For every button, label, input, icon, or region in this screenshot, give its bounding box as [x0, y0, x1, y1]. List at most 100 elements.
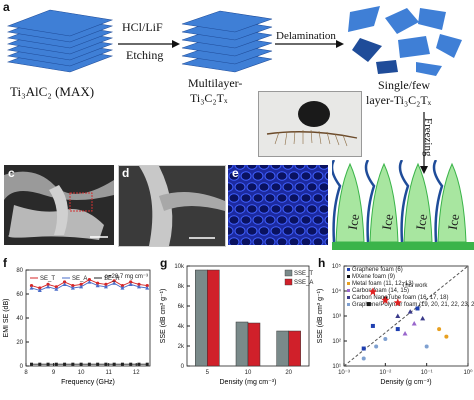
data-point	[374, 344, 379, 349]
x-tick-label: 10⁻¹	[421, 370, 433, 376]
data-point	[29, 286, 34, 290]
foam-cell	[294, 165, 306, 170]
panel-label-g: g	[160, 256, 168, 270]
data-point	[71, 362, 75, 366]
single-layer-flakes	[348, 6, 462, 76]
foam-cell	[264, 193, 276, 203]
foam-cell	[234, 204, 246, 214]
legend-entry: Carbon foam (14, 15)	[352, 288, 409, 294]
ice-label-2: Ice	[378, 212, 397, 232]
freezing-label: Freezing	[422, 118, 434, 157]
data-point	[104, 282, 108, 286]
foam-cell	[258, 165, 270, 170]
data-point	[38, 286, 42, 290]
foam-cell	[312, 193, 324, 203]
schematic-graphic	[6, 6, 462, 76]
x-tick-label: 12	[133, 370, 140, 376]
data-point	[63, 362, 67, 366]
foam-cell	[228, 226, 234, 236]
ice-crystal	[335, 162, 365, 243]
x-tick-label: 5	[206, 370, 210, 376]
data-point-star	[381, 295, 390, 304]
multilayer-sheet	[181, 10, 273, 33]
data-point	[137, 282, 141, 286]
foam-cell	[228, 193, 240, 203]
foam-cell	[276, 171, 288, 181]
legend-entry: Graphene foam (6)	[352, 267, 403, 273]
foam-cell	[300, 193, 312, 203]
mxene-wall	[332, 160, 342, 243]
y-axis-label: EMI SE (dB)	[3, 299, 10, 338]
legend-entry: Metal foam (11, 12, 13)	[352, 281, 414, 287]
foam-cell	[228, 165, 234, 170]
data-point	[129, 280, 133, 284]
foam-cell	[288, 215, 300, 225]
data-point	[145, 362, 149, 366]
sem-image-d	[118, 165, 226, 247]
data-point	[79, 284, 84, 289]
x-tick-label: 10	[78, 370, 85, 376]
foam-cell	[294, 226, 306, 236]
foam-cell	[288, 193, 300, 203]
data-point	[366, 302, 371, 307]
panel-label-a: a	[3, 0, 10, 14]
data-point	[112, 362, 116, 366]
data-point	[411, 321, 417, 326]
y-tick-label: 40	[16, 316, 23, 322]
foam-cell	[228, 237, 240, 245]
data-point	[383, 337, 388, 342]
y-tick-label: 10⁴	[332, 288, 342, 295]
panel-label-f: f	[3, 256, 7, 270]
data-point	[128, 282, 133, 286]
foam-cell	[282, 182, 294, 192]
foam-cell	[258, 204, 270, 214]
freezing-arrow	[420, 112, 428, 174]
y-axis-label: SSE (dB cm³ g⁻¹)	[317, 289, 324, 344]
foam-cell	[300, 215, 312, 225]
data-point	[424, 344, 429, 349]
multilayer-label-line2: Ti₃C₂Tₓ	[190, 91, 228, 105]
data-point-star	[393, 298, 402, 307]
data-point	[407, 309, 413, 314]
legend-swatch	[347, 268, 350, 271]
x-tick-label: 10⁻²	[379, 370, 391, 376]
data-point-star	[368, 287, 377, 296]
etching-arrow	[118, 40, 180, 48]
foam-cell	[324, 171, 328, 181]
foam-cell	[240, 171, 252, 181]
y-tick-label: 0	[181, 364, 185, 370]
chart-f-emi-se: 8 9 10 11 12 0 20 40 60 80 Frequency (GHz) EMI SE (…	[3, 268, 151, 386]
data-point	[137, 362, 141, 366]
data-point	[120, 284, 125, 288]
delamination-arrow	[275, 40, 344, 48]
chart-h-sse-vs-density: 10⁻³ 10⁻² 10⁻¹ 10⁰ 10¹ 10² 10³ 10⁴ 10⁵ Density (g…	[317, 263, 474, 386]
data-point	[444, 334, 449, 339]
data-point	[62, 282, 67, 286]
foam-cell	[264, 171, 276, 181]
density-annotation: ρ=20.7 mg cm⁻³	[105, 274, 148, 280]
foam-cell	[228, 182, 234, 192]
foam-cell	[306, 165, 318, 170]
foam-cell	[318, 182, 328, 192]
chart-g-sse-bars: 0 2k 4k 6k 8k 10k 5 10 20 Density (mg cm⁻³) SSE (d…	[160, 264, 313, 386]
photo-foam-on-feather	[258, 91, 362, 157]
data-point	[96, 362, 100, 366]
foam-cell	[288, 237, 300, 245]
foam-cell	[312, 237, 324, 245]
multilayer-label-line1: Multilayer-	[188, 76, 243, 90]
foam-cell	[234, 182, 246, 192]
y-tick-label: 10⁵	[332, 263, 342, 270]
data-point	[87, 280, 92, 284]
foam-cell	[246, 204, 258, 214]
data-point	[120, 362, 124, 366]
y-tick-label: 80	[16, 268, 23, 274]
data-point	[71, 284, 75, 288]
foam-cell	[258, 182, 270, 192]
foam-cell	[288, 171, 300, 181]
foam-cell	[240, 237, 252, 245]
foam-cell	[312, 215, 324, 225]
foam-cell	[270, 165, 282, 170]
data-point	[395, 313, 401, 318]
y-tick-label: 6k	[178, 304, 185, 310]
y-tick-label: 10³	[332, 314, 341, 320]
